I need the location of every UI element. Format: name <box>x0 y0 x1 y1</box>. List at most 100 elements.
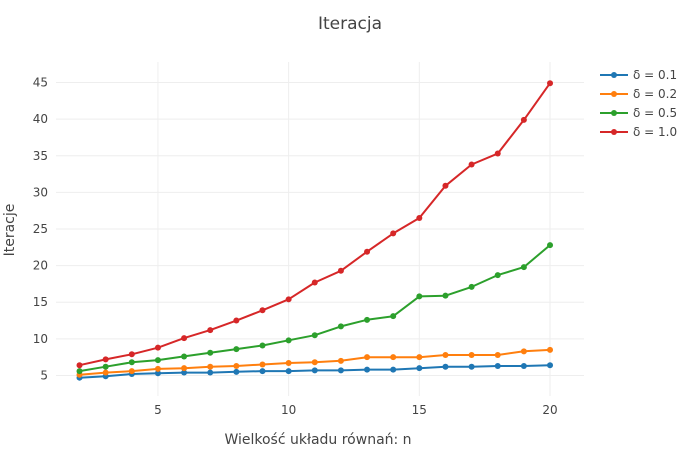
data-point <box>181 335 188 342</box>
data-point <box>259 361 266 368</box>
y-tick-label: 15 <box>33 295 48 309</box>
y-tick-label: 5 <box>40 368 48 382</box>
data-point <box>416 354 423 361</box>
legend-item-2[interactable]: δ = 0.2 <box>600 87 677 101</box>
data-point <box>102 369 109 376</box>
series-line <box>79 82 551 367</box>
data-point <box>285 360 292 367</box>
data-point <box>547 346 554 353</box>
legend-swatch-marker <box>611 91 617 97</box>
data-point <box>76 362 83 369</box>
data-point <box>233 317 240 324</box>
data-point <box>285 337 292 344</box>
tick-labels: 5 10 15 20 25 30 35 40 45 5 10 15 20 <box>33 76 558 417</box>
data-point <box>468 363 475 370</box>
data-point <box>364 354 371 361</box>
series-2 <box>76 346 554 378</box>
data-point <box>442 182 449 189</box>
x-tick-label: 20 <box>542 403 557 417</box>
data-point <box>364 248 371 255</box>
legend-label: δ = 0.1 <box>633 68 677 82</box>
legend-item-4[interactable]: δ = 1.0 <box>600 125 677 139</box>
y-tick-label: 20 <box>33 259 48 273</box>
data-point <box>442 292 449 299</box>
data-point <box>494 362 501 369</box>
series-3 <box>76 242 554 375</box>
grid <box>56 62 584 396</box>
data-point <box>181 365 188 372</box>
data-point <box>547 362 554 369</box>
data-point <box>520 264 527 271</box>
data-point <box>207 363 214 370</box>
y-axis-title: Iteracje <box>2 204 18 257</box>
legend[interactable]: δ = 0.1 δ = 0.2 δ = 0.5 δ = 1.0 <box>600 68 677 139</box>
legend-item-1[interactable]: δ = 0.1 <box>600 68 677 82</box>
data-point <box>207 327 214 334</box>
data-point <box>547 80 554 87</box>
legend-swatch-marker <box>611 110 617 116</box>
data-point <box>390 313 397 320</box>
legend-swatch-marker <box>611 72 617 78</box>
data-point <box>311 279 318 286</box>
data-point <box>233 368 240 375</box>
legend-item-3[interactable]: δ = 0.5 <box>600 106 677 120</box>
data-point <box>520 116 527 123</box>
legend-label: δ = 0.5 <box>633 106 677 120</box>
data-point <box>520 348 527 355</box>
data-point <box>233 346 240 353</box>
data-point <box>207 349 214 356</box>
x-tick-label: 5 <box>154 403 162 417</box>
data-point <box>337 357 344 364</box>
x-axis-title: Wielkość układu równań: n <box>224 432 411 448</box>
legend-label: δ = 0.2 <box>633 87 677 101</box>
legend-label: δ = 1.0 <box>633 125 677 139</box>
data-point <box>311 367 318 374</box>
data-point <box>337 367 344 374</box>
data-point <box>259 342 266 349</box>
data-point <box>364 316 371 323</box>
data-point <box>233 362 240 369</box>
data-point <box>364 366 371 373</box>
data-point <box>494 150 501 157</box>
data-point <box>285 296 292 303</box>
data-point <box>442 351 449 358</box>
data-point <box>390 354 397 361</box>
y-tick-label: 35 <box>33 149 48 163</box>
x-tick-label: 10 <box>281 403 296 417</box>
y-tick-label: 30 <box>33 185 48 199</box>
series-lines <box>76 80 554 381</box>
data-point <box>207 369 214 376</box>
data-point <box>259 368 266 375</box>
data-point <box>416 215 423 222</box>
data-point <box>311 359 318 366</box>
series-line <box>79 244 551 373</box>
data-point <box>468 161 475 168</box>
data-point <box>181 353 188 360</box>
data-point <box>494 351 501 358</box>
data-point <box>390 366 397 373</box>
data-point <box>154 365 161 372</box>
data-point <box>154 370 161 377</box>
data-point <box>442 363 449 370</box>
data-point <box>76 368 83 375</box>
data-point <box>337 323 344 330</box>
data-point <box>181 369 188 376</box>
data-point <box>520 362 527 369</box>
data-point <box>285 368 292 375</box>
data-point <box>416 365 423 372</box>
y-tick-label: 25 <box>33 222 48 236</box>
data-point <box>468 283 475 290</box>
data-point <box>468 351 475 358</box>
data-point <box>337 267 344 274</box>
data-point <box>416 293 423 300</box>
data-point <box>311 332 318 339</box>
data-point <box>128 359 135 366</box>
data-point <box>259 307 266 314</box>
y-tick-label: 10 <box>33 332 48 346</box>
data-point <box>128 351 135 358</box>
y-tick-label: 40 <box>33 112 48 126</box>
x-tick-label: 15 <box>412 403 427 417</box>
data-point <box>547 242 554 249</box>
legend-swatch-marker <box>611 129 617 135</box>
